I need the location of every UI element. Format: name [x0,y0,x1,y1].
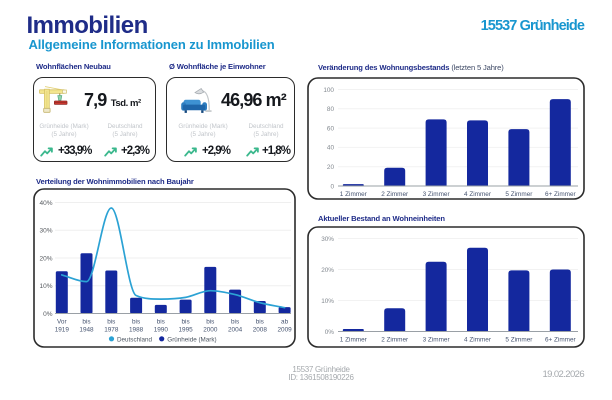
svg-text:40: 40 [327,145,335,152]
svg-text:2004: 2004 [228,327,243,334]
svg-text:bis: bis [206,319,214,326]
svg-text:1919: 1919 [55,327,70,334]
svg-text:2 Zimmer: 2 Zimmer [381,191,409,198]
svg-text:1988: 1988 [129,327,144,334]
svg-text:5 Zimmer: 5 Zimmer [505,191,533,198]
svg-text:bis: bis [132,319,140,326]
svg-text:2009: 2009 [277,327,292,334]
svg-text:1978: 1978 [104,327,119,334]
svg-text:10%: 10% [321,298,334,305]
svg-text:bis: bis [182,319,190,326]
svg-text:0%: 0% [43,311,53,318]
svg-text:1995: 1995 [178,327,193,334]
svg-text:10%: 10% [39,283,52,290]
svg-text:Vor: Vor [57,319,67,326]
svg-text:0: 0 [330,183,334,190]
svg-text:30%: 30% [39,228,52,235]
svg-text:Deutschland: Deutschland [117,336,153,343]
svg-text:bis: bis [256,319,264,326]
svg-text:6+ Zimmer: 6+ Zimmer [545,337,577,344]
svg-text:100: 100 [323,87,334,94]
svg-text:0%: 0% [325,329,335,336]
svg-text:30%: 30% [321,236,334,243]
svg-text:6+ Zimmer: 6+ Zimmer [545,191,577,198]
svg-text:2008: 2008 [253,327,268,334]
svg-text:3 Zimmer: 3 Zimmer [423,337,451,344]
svg-text:1990: 1990 [154,327,169,334]
svg-text:60: 60 [327,125,335,132]
svg-text:20: 20 [327,164,335,171]
svg-text:bis: bis [157,319,165,326]
svg-text:5 Zimmer: 5 Zimmer [505,337,533,344]
svg-text:2 Zimmer: 2 Zimmer [381,337,409,344]
svg-text:Grünheide (Mark): Grünheide (Mark) [167,336,216,343]
svg-text:3 Zimmer: 3 Zimmer [423,191,451,198]
svg-text:2000: 2000 [203,327,218,334]
svg-text:ab: ab [281,319,289,326]
svg-text:bis: bis [231,319,239,326]
svg-text:bis: bis [107,319,115,326]
svg-text:20%: 20% [321,267,334,274]
svg-text:1 Zimmer: 1 Zimmer [340,191,368,198]
svg-text:1948: 1948 [79,327,94,334]
svg-text:80: 80 [327,106,335,113]
svg-text:1 Zimmer: 1 Zimmer [340,337,368,344]
svg-text:4 Zimmer: 4 Zimmer [464,191,492,198]
svg-text:bis: bis [82,319,90,326]
svg-text:40%: 40% [39,200,52,207]
svg-text:20%: 20% [39,255,52,262]
svg-text:4 Zimmer: 4 Zimmer [464,337,492,344]
